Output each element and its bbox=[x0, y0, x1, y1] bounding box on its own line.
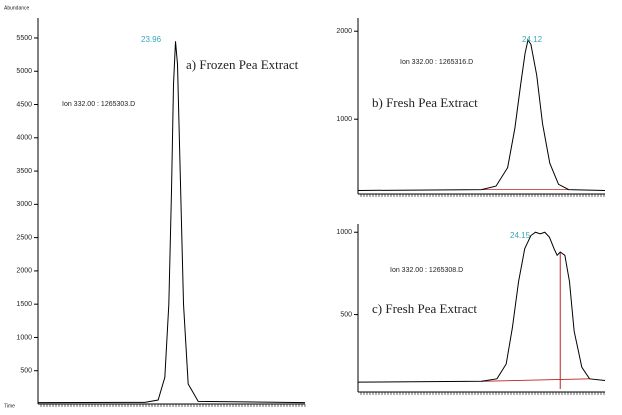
y-axis-label: Abundance bbox=[4, 5, 30, 11]
peak-label: 24.12 bbox=[522, 35, 543, 44]
ion-label: Ion 332.00 : 1265308.D bbox=[390, 267, 463, 274]
y-tick-label: 2500 bbox=[16, 234, 32, 241]
y-tick-label: 1000 bbox=[336, 116, 352, 123]
y-tick-label: 500 bbox=[340, 311, 352, 318]
ion-label: Ion 332.00 : 1265303.D bbox=[62, 101, 135, 108]
y-tick-label: 1000 bbox=[336, 229, 352, 236]
x-axis-label: Time bbox=[4, 403, 15, 409]
panel-title: a) Frozen Pea Extract bbox=[186, 57, 299, 72]
panel-title: c) Fresh Pea Extract bbox=[372, 301, 477, 316]
y-tick-label: 4000 bbox=[16, 135, 32, 142]
y-tick-label: 1500 bbox=[16, 301, 32, 308]
y-tick-label: 2000 bbox=[16, 268, 32, 275]
peak-label: 23.96 bbox=[141, 35, 162, 44]
y-tick-label: 3500 bbox=[16, 168, 32, 175]
y-tick-label: 5000 bbox=[16, 68, 32, 75]
y-tick-label: 500 bbox=[20, 368, 32, 375]
panel-title: b) Fresh Pea Extract bbox=[372, 95, 478, 110]
y-tick-label: 1000 bbox=[16, 334, 32, 341]
y-tick-label: 2000 bbox=[336, 28, 352, 35]
y-tick-label: 5500 bbox=[16, 35, 32, 42]
chromatogram-line bbox=[357, 231, 606, 383]
y-tick-label: 3000 bbox=[16, 201, 32, 208]
chromatogram-line bbox=[37, 41, 306, 404]
integration-baseline bbox=[481, 378, 590, 382]
chromatogram-line bbox=[357, 38, 606, 191]
ion-label: Ion 332.00 : 1265316.D bbox=[400, 59, 473, 66]
y-tick-label: 4500 bbox=[16, 101, 32, 108]
peak-label: 24.15 bbox=[510, 231, 531, 240]
